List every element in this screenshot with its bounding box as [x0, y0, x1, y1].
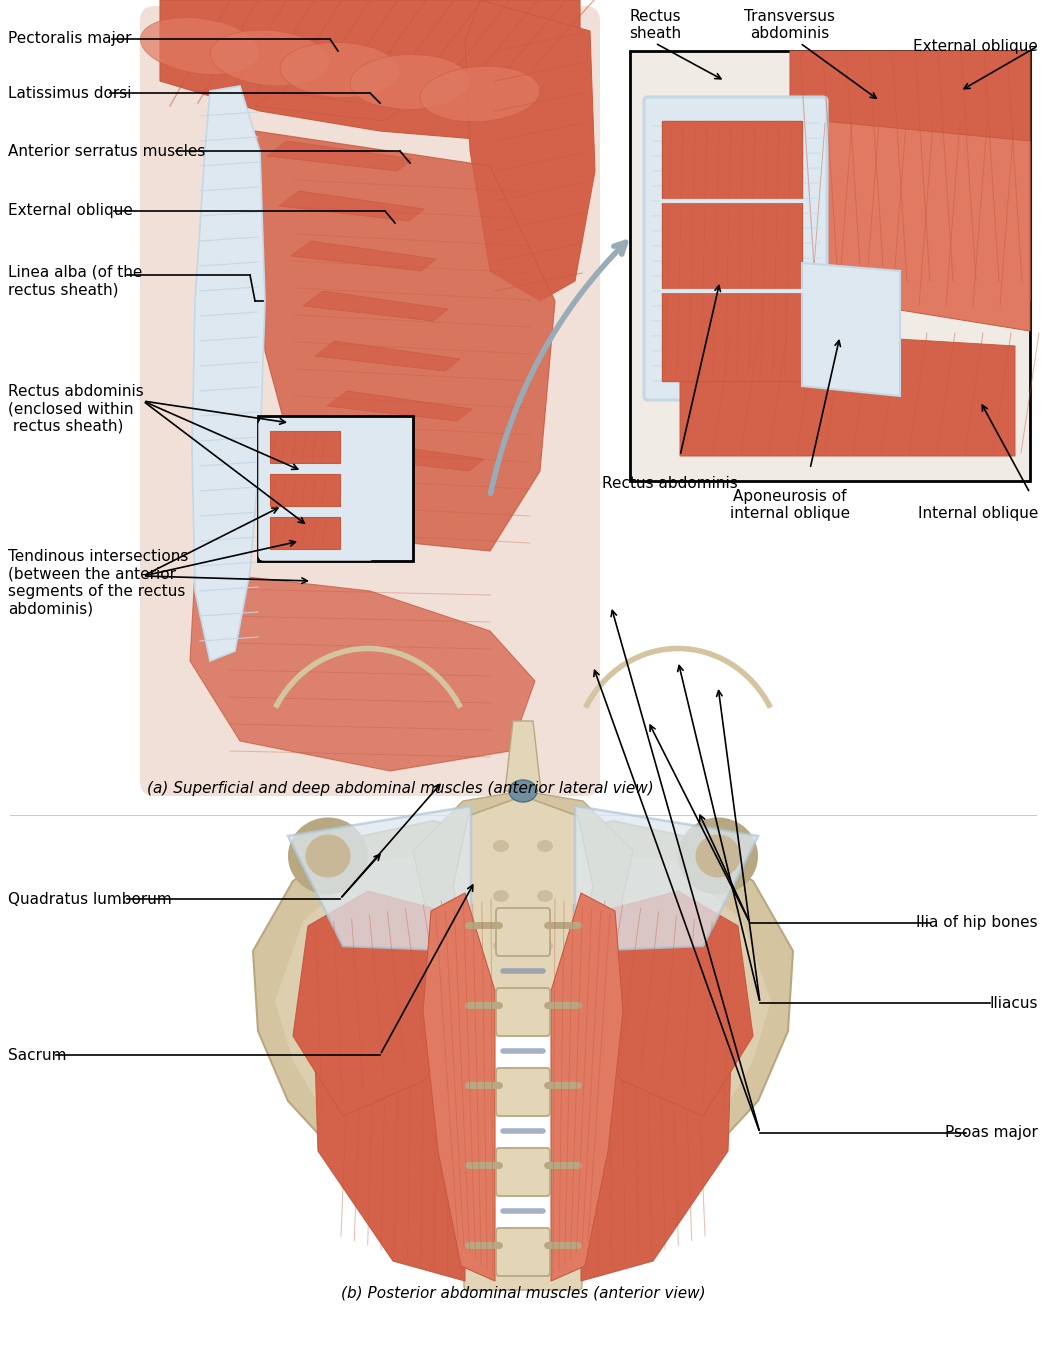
Text: Iliacus: Iliacus — [990, 996, 1038, 1011]
Polygon shape — [571, 851, 771, 1166]
Polygon shape — [575, 892, 753, 1116]
Polygon shape — [563, 821, 793, 1192]
Bar — [270, 474, 340, 507]
Text: (a) Superficial and deep abdominal muscles (anterior lateral view): (a) Superficial and deep abdominal muscl… — [146, 781, 654, 797]
Ellipse shape — [350, 54, 470, 109]
Bar — [258, 416, 413, 561]
Polygon shape — [423, 893, 495, 1281]
Polygon shape — [313, 957, 465, 1281]
Ellipse shape — [289, 819, 367, 893]
Text: Rectus abdominis: Rectus abdominis — [602, 476, 737, 490]
Text: Linea alba (of the
rectus sheath): Linea alba (of the rectus sheath) — [8, 265, 142, 297]
Polygon shape — [465, 0, 595, 301]
FancyBboxPatch shape — [496, 1228, 550, 1275]
Text: Pectoralis major: Pectoralis major — [8, 31, 132, 46]
Text: Tendinous intersections
(between the anterior
segments of the rectus
abdominis): Tendinous intersections (between the ant… — [8, 550, 188, 616]
Polygon shape — [275, 851, 475, 1166]
Polygon shape — [255, 131, 555, 551]
Bar — [270, 517, 340, 549]
Ellipse shape — [210, 30, 329, 86]
Ellipse shape — [537, 890, 553, 902]
Polygon shape — [680, 326, 1015, 457]
Ellipse shape — [493, 890, 509, 902]
Text: Anterior serratus muscles: Anterior serratus muscles — [8, 143, 205, 158]
Ellipse shape — [679, 819, 757, 893]
FancyBboxPatch shape — [464, 1256, 582, 1290]
Text: Rectus
sheath: Rectus sheath — [629, 8, 681, 41]
Text: External oblique: External oblique — [913, 38, 1038, 54]
Polygon shape — [575, 807, 758, 951]
Ellipse shape — [305, 835, 350, 878]
FancyBboxPatch shape — [140, 5, 600, 796]
Text: External oblique: External oblique — [8, 204, 133, 219]
Ellipse shape — [140, 18, 259, 74]
Bar — [662, 122, 802, 381]
Bar — [270, 431, 340, 463]
Ellipse shape — [493, 840, 509, 852]
Polygon shape — [413, 790, 633, 996]
Polygon shape — [293, 892, 471, 1116]
Ellipse shape — [696, 835, 741, 878]
Polygon shape — [190, 571, 535, 771]
Polygon shape — [790, 51, 1030, 301]
FancyBboxPatch shape — [496, 1069, 550, 1116]
FancyBboxPatch shape — [496, 988, 550, 1036]
Polygon shape — [339, 440, 484, 471]
Ellipse shape — [280, 42, 400, 97]
Bar — [630, 51, 1030, 481]
Polygon shape — [288, 807, 471, 951]
Polygon shape — [453, 796, 593, 1016]
Text: Quadratus lumborum: Quadratus lumborum — [8, 892, 172, 907]
Polygon shape — [505, 721, 541, 790]
Polygon shape — [253, 821, 483, 1192]
Polygon shape — [327, 390, 472, 422]
Ellipse shape — [537, 840, 553, 852]
Ellipse shape — [420, 66, 540, 122]
Polygon shape — [192, 86, 265, 661]
Ellipse shape — [493, 940, 509, 952]
Polygon shape — [802, 263, 900, 396]
Ellipse shape — [509, 780, 537, 802]
Polygon shape — [279, 190, 424, 222]
FancyBboxPatch shape — [644, 97, 827, 400]
FancyBboxPatch shape — [496, 908, 550, 957]
Polygon shape — [267, 141, 412, 172]
Text: (b) Posterior abdominal muscles (anterior view): (b) Posterior abdominal muscles (anterio… — [341, 1286, 705, 1301]
Polygon shape — [291, 240, 436, 272]
Text: Psoas major: Psoas major — [946, 1125, 1038, 1140]
Polygon shape — [581, 957, 733, 1281]
Polygon shape — [551, 893, 623, 1281]
Text: Aponeurosis of
internal oblique: Aponeurosis of internal oblique — [730, 489, 850, 521]
Text: Internal oblique: Internal oblique — [917, 507, 1038, 521]
Ellipse shape — [537, 940, 553, 952]
Text: Rectus abdominis
(enclosed within
 rectus sheath): Rectus abdominis (enclosed within rectus… — [8, 384, 143, 434]
Text: Latissimus dorsi: Latissimus dorsi — [8, 85, 132, 100]
Polygon shape — [720, 111, 1030, 331]
Polygon shape — [315, 340, 460, 372]
Polygon shape — [160, 0, 579, 141]
Text: Ilia of hip bones: Ilia of hip bones — [916, 916, 1038, 931]
Text: Sacrum: Sacrum — [8, 1047, 67, 1062]
Text: Transversus
abdominis: Transversus abdominis — [745, 8, 836, 41]
Polygon shape — [303, 290, 448, 322]
FancyBboxPatch shape — [496, 1148, 550, 1196]
Polygon shape — [255, 91, 400, 122]
